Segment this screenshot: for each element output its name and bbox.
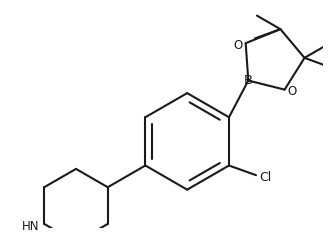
Text: B: B (244, 74, 253, 87)
Text: HN: HN (22, 220, 39, 233)
Text: O: O (288, 85, 297, 98)
Text: Cl: Cl (259, 171, 271, 184)
Text: O: O (234, 39, 243, 52)
